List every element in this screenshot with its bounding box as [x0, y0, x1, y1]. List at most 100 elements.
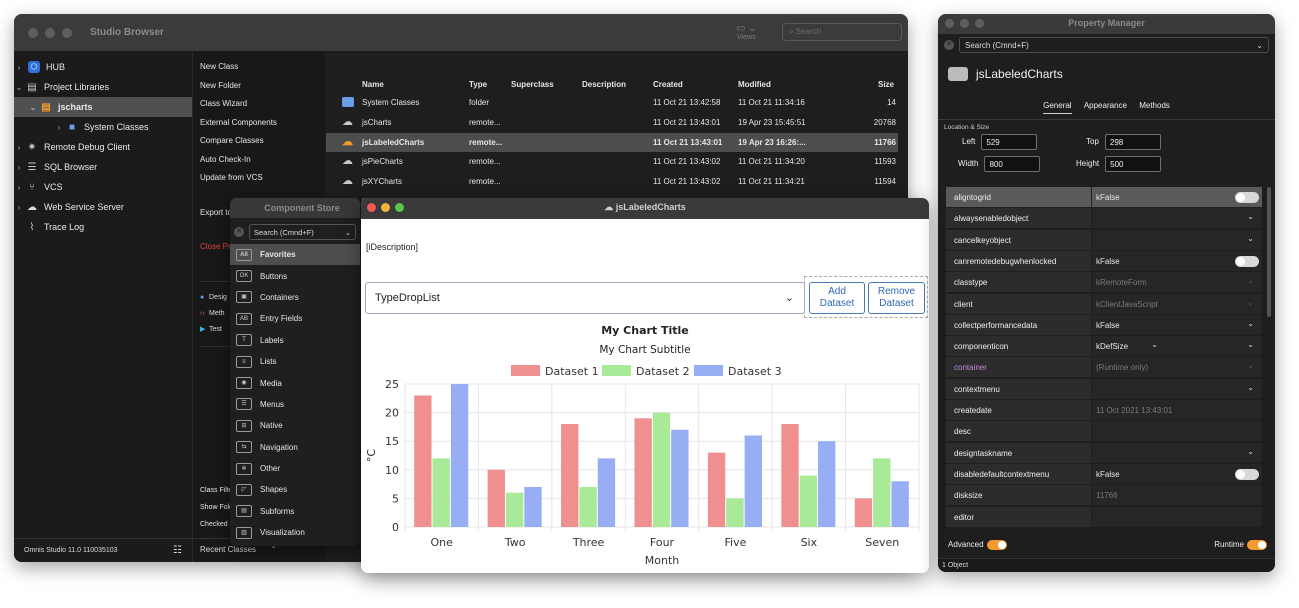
component-category-visualization[interactable]: ▥ Visualization	[230, 522, 360, 543]
tab-test[interactable]: ▶ Test	[193, 322, 325, 338]
property-row-classtype[interactable]: classtype kRemoteForm ⌄	[946, 272, 1262, 293]
table-row[interactable]: ☁ jsCharts remote... 11 Oct 21 13:43:01 19 A…	[326, 113, 898, 132]
table-row[interactable]: ☁ jsXYCharts remote... 11 Oct 21 13:43:02 11…	[326, 172, 898, 191]
column-superclass[interactable]: Superclass	[511, 80, 554, 89]
tree-item-vcs[interactable]: › ⑂ VCS	[17, 181, 63, 193]
action-new-class[interactable]: New Class	[200, 62, 239, 71]
tab-methods[interactable]: ‹› Meth	[193, 306, 325, 322]
chevron-down-icon[interactable]: ⌄	[1247, 297, 1254, 307]
component-category-labels[interactable]: T Labels	[230, 330, 360, 351]
zoom-window-button[interactable]	[975, 19, 984, 28]
chevron-down-icon[interactable]: ⌄	[1151, 340, 1158, 350]
action-new-folder[interactable]: New Folder	[200, 80, 241, 90]
component-category-buttons[interactable]: OK Buttons	[230, 265, 360, 286]
component-category-native[interactable]: ⊟ Native	[230, 415, 360, 436]
component-category-favorites[interactable]: All Favorites	[230, 244, 360, 266]
component-category-lists[interactable]: ≡ Lists	[230, 351, 360, 372]
property-row-componenticon[interactable]: componenticon kDefSize ⌄ ⌄	[946, 336, 1262, 357]
action-class-wizard[interactable]: Class Wizard	[200, 99, 248, 108]
column-type[interactable]: Type	[469, 80, 488, 89]
property-value[interactable]: ⌄	[1092, 378, 1262, 399]
clear-search-icon[interactable]: ✕	[234, 227, 244, 237]
action-external-components[interactable]: External Components	[200, 117, 277, 127]
component-category-navigation[interactable]: ⇆ Navigation	[230, 437, 360, 458]
property-scrollbar[interactable]	[1267, 187, 1271, 317]
tree-item-sql-browser[interactable]: › ☰ SQL Browser	[17, 161, 98, 173]
property-value[interactable]: ⌄	[1092, 229, 1262, 250]
table-row[interactable]: System Classes folder 11 Oct 21 13:42:58 11…	[326, 93, 898, 112]
views-button[interactable]: ▭ ⌄ Views	[736, 23, 757, 41]
toggle-switch[interactable]	[1235, 255, 1259, 267]
tab-design[interactable]: ● Desig	[193, 290, 325, 306]
zoom-window-button[interactable]	[395, 203, 404, 212]
column-name[interactable]: Name	[362, 80, 384, 89]
chevron-down-icon[interactable]: ⌄	[1247, 212, 1254, 222]
component-category-media[interactable]: ◉ Media	[230, 372, 360, 393]
chevron-down-icon[interactable]: ⌄	[1247, 276, 1254, 286]
property-row-disabledefaultcontextmenu[interactable]: disabledefaultcontextmenu kFalse	[946, 463, 1262, 484]
advanced-toggle[interactable]: Advanced	[948, 540, 1007, 550]
property-value[interactable]: kFalse	[1092, 463, 1262, 484]
property-value[interactable]: kFalse	[1092, 187, 1262, 207]
zoom-window-button[interactable]	[62, 27, 72, 38]
property-row-canremotedebugwhenlocked[interactable]: canremotedebugwhenlocked kFalse	[946, 250, 1262, 271]
chevron-down-icon[interactable]: ⌄	[1247, 340, 1254, 350]
property-row-designtaskname[interactable]: designtaskname ⌄	[946, 442, 1262, 463]
tree-item-web-service[interactable]: › ☁ Web Service Server	[17, 201, 124, 213]
tree-item-system-classes[interactable]: › ■ System Classes	[57, 121, 149, 133]
chevron-down-icon[interactable]: ⌄	[1247, 446, 1254, 456]
property-value[interactable]: 11766	[1092, 485, 1262, 506]
runtime-toggle[interactable]: Runtime	[1214, 540, 1267, 550]
tab-methods[interactable]: Methods	[1139, 101, 1170, 110]
minimize-window-button[interactable]	[381, 203, 390, 212]
component-category-entry-fields[interactable]: AB Entry Fields	[230, 308, 360, 329]
table-row[interactable]: ☁ jsPieCharts remote... 11 Oct 21 13:43:02 1…	[326, 152, 898, 171]
component-category-shapes[interactable]: ◸ Shapes	[230, 479, 360, 500]
component-category-containers[interactable]: ▣ Containers	[230, 287, 360, 308]
chevron-down-icon[interactable]: ⌄	[1247, 382, 1254, 392]
left-input[interactable]: 529	[981, 134, 1038, 150]
column-modified[interactable]: Modified	[738, 80, 771, 89]
component-search[interactable]: ✕ Search (Cmnd+F) ⌄	[234, 224, 356, 240]
property-value[interactable]: kDefSize ⌄ ⌄	[1092, 336, 1262, 357]
chevron-down-icon[interactable]: ⌄	[1247, 318, 1254, 328]
property-row-disksize[interactable]: disksize 11766	[946, 485, 1262, 506]
height-input[interactable]: 500	[1105, 156, 1162, 172]
property-row-alwaysenabledobject[interactable]: alwaysenabledobject ⌄	[946, 208, 1262, 229]
property-row-client[interactable]: client kClientJavaScript ⌄	[946, 293, 1262, 314]
property-value[interactable]: 11 Oct 2021 13:43:01	[1092, 400, 1262, 420]
add-dataset-button[interactable]: Add Dataset	[809, 282, 865, 314]
width-input[interactable]: 800	[984, 156, 1041, 172]
top-input[interactable]: 298	[1104, 134, 1161, 150]
tree-item-project-libraries[interactable]: ⌄ ▤ Project Libraries	[15, 81, 110, 93]
action-export[interactable]: Export to	[200, 207, 233, 217]
property-row-cancelkeyobject[interactable]: cancelkeyobject ⌄	[946, 229, 1262, 250]
minimize-window-button[interactable]	[960, 19, 969, 28]
tree-item-jscharts[interactable]: ⌄ ▤ jscharts	[14, 97, 192, 117]
property-row-collectperformancedata[interactable]: collectperformancedata kFalse ⌄	[946, 314, 1262, 335]
action-close[interactable]: Close Pr	[200, 242, 231, 251]
close-window-button[interactable]	[945, 19, 954, 28]
close-window-button[interactable]	[28, 27, 38, 38]
action-update-from-vcs[interactable]: Update from VCS	[200, 173, 263, 182]
property-row-createdate[interactable]: createdate 11 Oct 2021 13:43:01	[946, 400, 1262, 420]
toggle-switch[interactable]	[1235, 468, 1259, 480]
property-value[interactable]: kClientJavaScript ⌄	[1092, 293, 1262, 314]
column-description[interactable]: Description	[582, 80, 627, 89]
property-row-aligntogrid[interactable]: aligntogrid kFalse	[946, 187, 1262, 207]
property-row-container[interactable]: container (Runtime only) ⌄	[946, 357, 1262, 378]
property-row-desc[interactable]: desc	[946, 421, 1262, 442]
action-compare-classes[interactable]: Compare Classes	[200, 136, 264, 145]
component-category-other[interactable]: ✲ Other	[230, 458, 360, 479]
component-category-menus[interactable]: ☰ Menus	[230, 394, 360, 415]
action-auto-check-in[interactable]: Auto Check-In	[200, 154, 251, 164]
property-value[interactable]: ⌄	[1092, 442, 1262, 463]
chevron-down-icon[interactable]: ⌄	[1247, 233, 1254, 243]
clear-search-icon[interactable]: ✕	[944, 40, 954, 50]
property-row-editor[interactable]: editor	[946, 506, 1262, 527]
minimize-window-button[interactable]	[45, 27, 55, 38]
tab-appearance[interactable]: Appearance	[1083, 101, 1127, 110]
property-row-contextmenu[interactable]: contextmenu ⌄	[946, 378, 1262, 399]
property-value[interactable]	[1092, 421, 1262, 442]
tree-item-hub[interactable]: › ⬡ HUB	[17, 61, 66, 73]
